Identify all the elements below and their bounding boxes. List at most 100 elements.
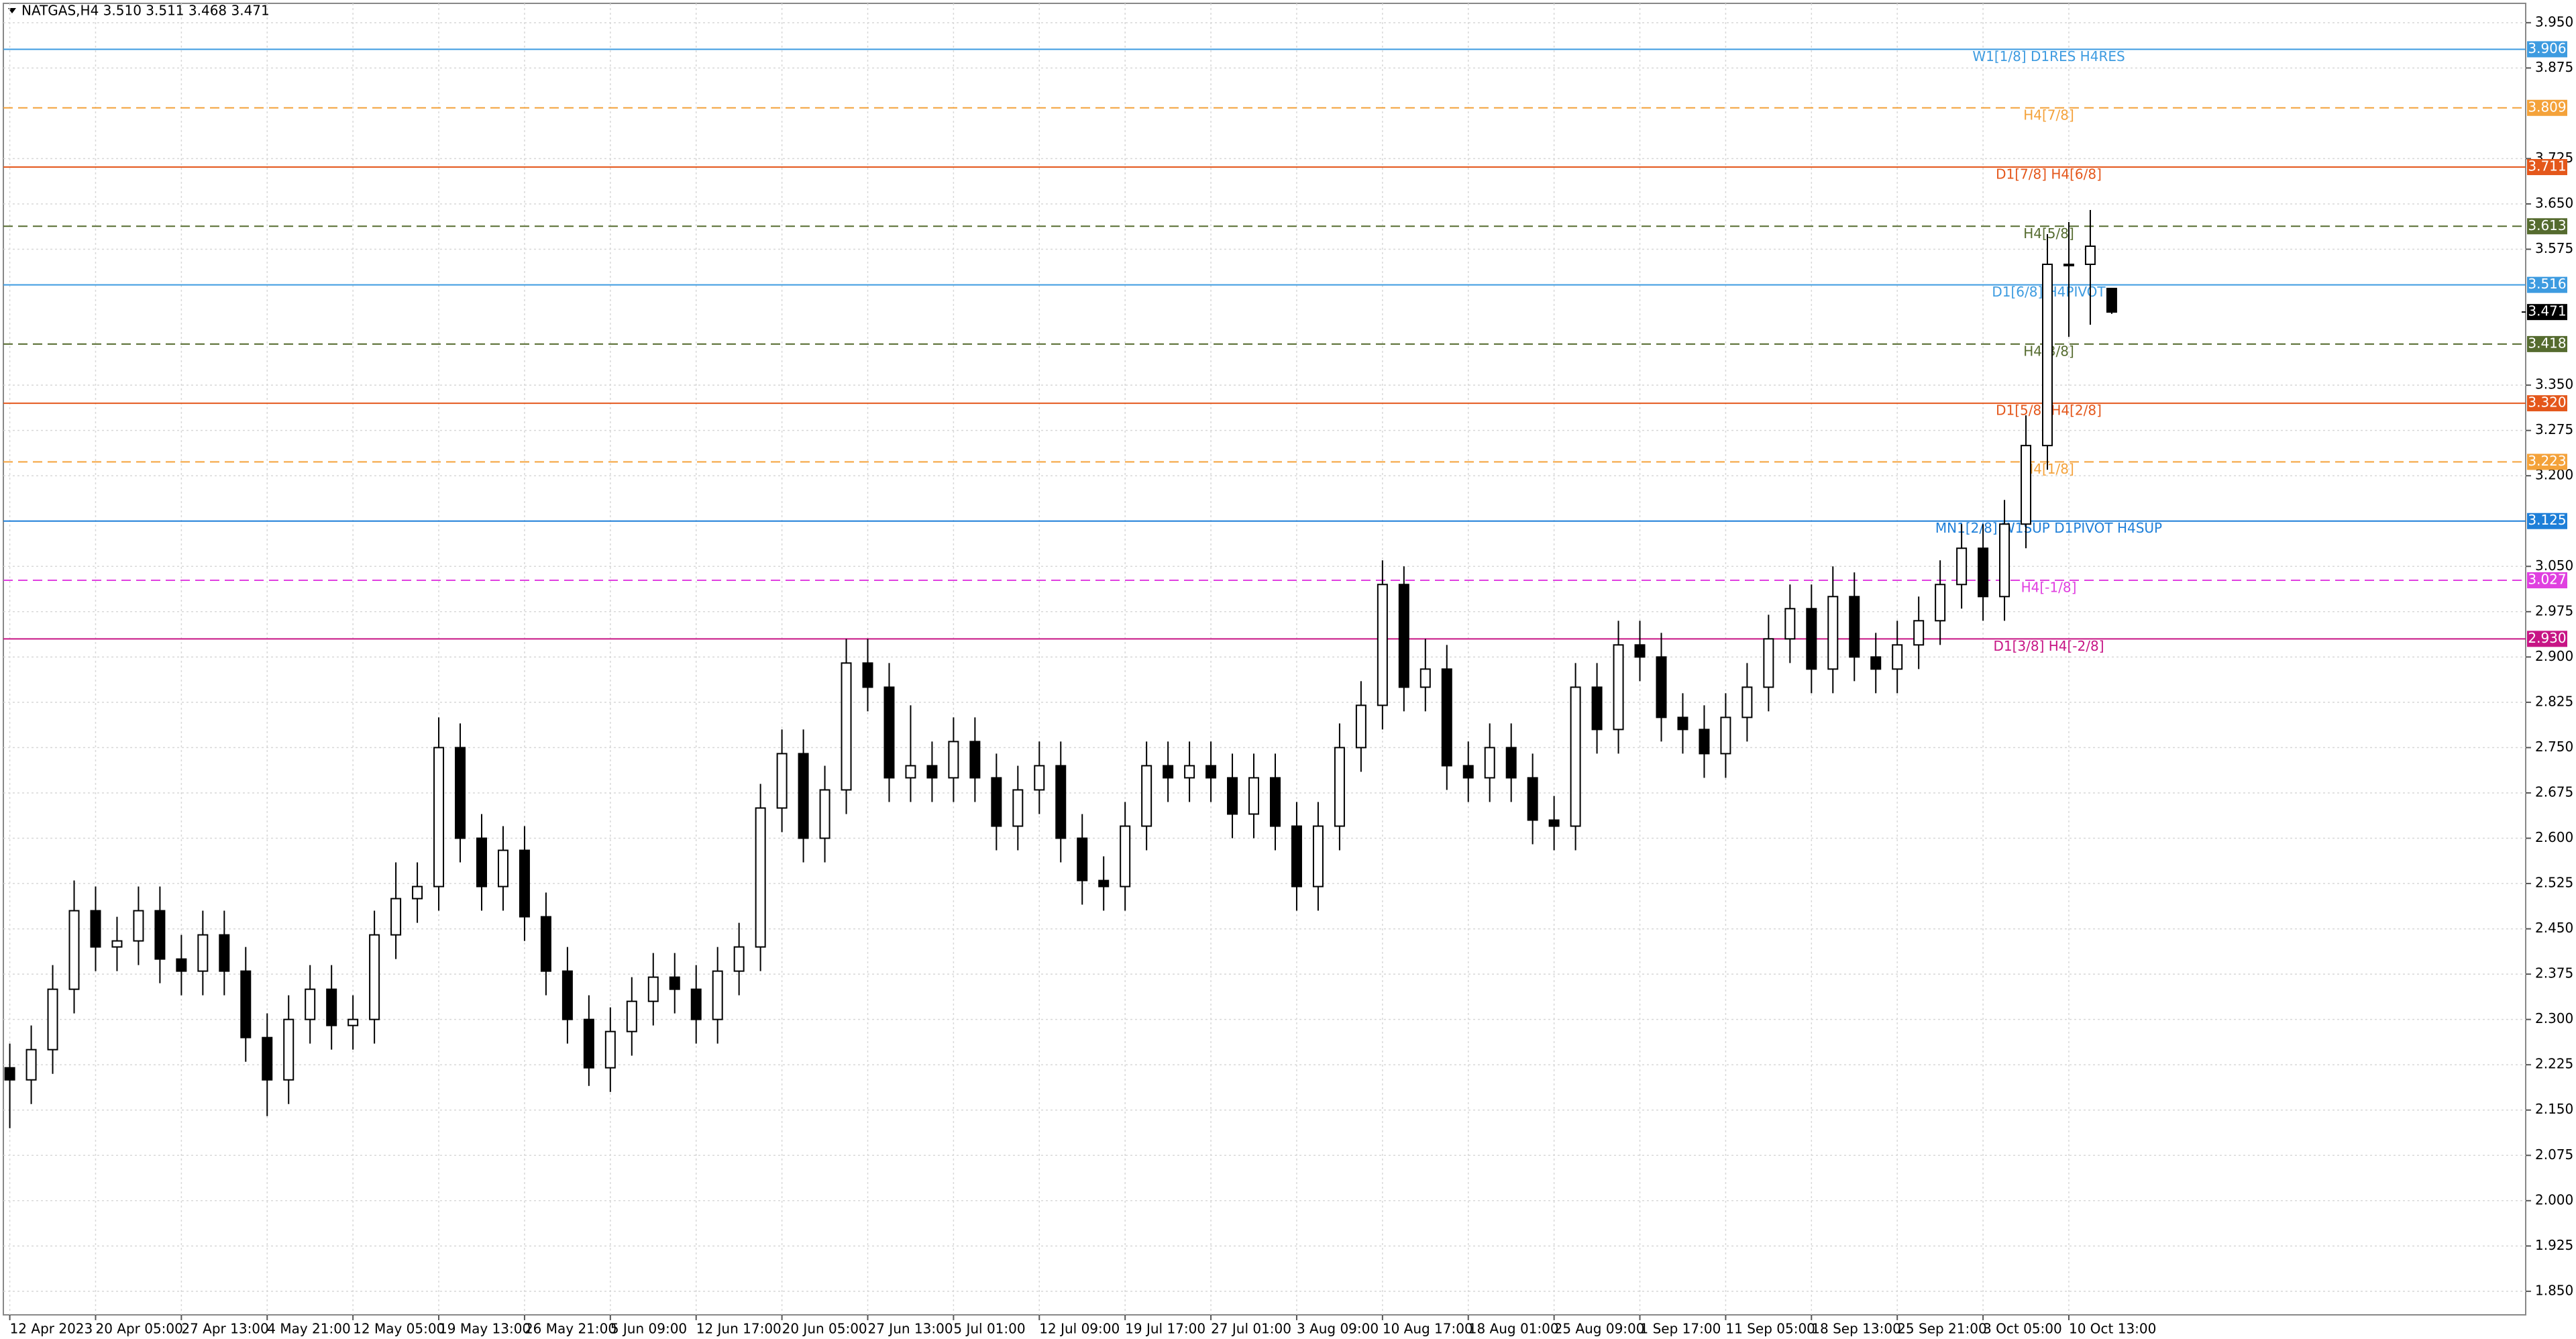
level-label: D1[7/8] H4[6/8] (1996, 166, 2102, 182)
y-tick-label: 1.850 (2535, 1282, 2573, 1298)
x-tick-label: 19 May 13:00 (439, 1321, 531, 1337)
candle-body (1656, 656, 1667, 718)
candle-body (412, 886, 423, 900)
candle-body (841, 662, 852, 791)
level-price-label: 3.418 (2528, 335, 2566, 351)
x-tick-label: 19 Jul 17:00 (1125, 1321, 1205, 1337)
candle-body (1634, 644, 1646, 658)
x-tick-label: 11 Sep 05:00 (1725, 1321, 1815, 1337)
x-tick-label: 1 Sep 17:00 (1640, 1321, 1721, 1337)
y-tick-label: 3.875 (2535, 59, 2573, 75)
level-price-box (2527, 631, 2567, 647)
y-tick-label: 2.825 (2535, 693, 2573, 709)
candle-body (905, 765, 916, 779)
candle-body (1355, 704, 1366, 749)
level-price-label: 3.027 (2528, 571, 2566, 587)
candle-body (111, 940, 123, 948)
candle-body (240, 970, 252, 1038)
y-tick-label: 3.050 (2535, 557, 2573, 574)
x-tick-label: 3 Aug 09:00 (1297, 1321, 1379, 1337)
level-label: D1[3/8] H4[-2/8] (1993, 638, 2104, 654)
candle-body (347, 1018, 359, 1026)
candle-body (1163, 765, 1174, 779)
level-price-box (2527, 513, 2567, 529)
level-price-box (2527, 395, 2567, 412)
candle-body (47, 988, 58, 1051)
candle-body (1484, 747, 1495, 779)
candle-body (1034, 765, 1045, 791)
candle-body (90, 910, 101, 948)
candle-body (1999, 523, 2010, 598)
y-tick-label: 2.000 (2535, 1191, 2573, 1208)
candle-body (1591, 686, 1603, 731)
candle-body (2084, 246, 2096, 266)
candle-body (1462, 765, 1474, 779)
candle-body (1613, 644, 1624, 731)
candle-body (68, 910, 80, 990)
level-price-label: 3.125 (2528, 512, 2566, 528)
candle-body (862, 662, 873, 688)
candle-body (390, 898, 402, 936)
candle-body (476, 837, 487, 888)
x-tick-label: 5 Jun 09:00 (610, 1321, 687, 1337)
y-tick-label: 2.675 (2535, 784, 2573, 800)
x-tick-label: 25 Sep 21:00 (1897, 1321, 1987, 1337)
level-price-box (2527, 99, 2567, 116)
plot-frame (3, 3, 2526, 1316)
candle-body (1892, 644, 1903, 670)
x-tick-label: 18 Aug 01:00 (1468, 1321, 1559, 1337)
x-tick-label: 12 Apr 2023 (10, 1321, 93, 1337)
candle-body (712, 970, 723, 1020)
candle-body (583, 1018, 594, 1069)
candle-body (1098, 879, 1110, 888)
candle-body (1248, 777, 1260, 815)
x-tick-label: 18 Sep 13:00 (1811, 1321, 1901, 1337)
candle-body (690, 988, 702, 1020)
level-price-box (2527, 335, 2567, 352)
last-price-box (2527, 304, 2567, 321)
level-label: H4[1/8] (2023, 461, 2074, 477)
candle-body (1763, 638, 1774, 688)
x-tick-label: 27 Jul 01:00 (1211, 1321, 1291, 1337)
candle-body (1419, 668, 1431, 688)
candle-body (197, 934, 209, 972)
candle-body (561, 970, 573, 1020)
candle-body (262, 1036, 273, 1081)
candle-body (1227, 777, 1238, 815)
level-price-label: 3.613 (2528, 217, 2566, 233)
level-price-box (2527, 572, 2567, 588)
candle-body (2063, 264, 2074, 267)
x-tick-label: 5 Jul 01:00 (953, 1321, 1025, 1337)
level-price-box (2527, 218, 2567, 235)
candle-body (1141, 765, 1152, 827)
candle-body (433, 747, 445, 888)
candle-body (1870, 656, 1882, 670)
level-price-label: 3.320 (2528, 394, 2566, 411)
candle-body (1699, 729, 1710, 755)
y-tick-label: 3.575 (2535, 240, 2573, 256)
candle-body (626, 1000, 637, 1032)
candle-body (1012, 789, 1024, 827)
x-tick-label: 10 Oct 13:00 (2069, 1321, 2156, 1337)
x-tick-label: 12 Jul 09:00 (1039, 1321, 1120, 1337)
candle-body (819, 789, 830, 839)
y-tick-label: 2.075 (2535, 1146, 2573, 1163)
y-tick-label: 2.225 (2535, 1056, 2573, 1072)
candle-body (1291, 825, 1302, 888)
x-tick-label: 27 Jun 13:00 (868, 1321, 953, 1337)
candle-body (1505, 747, 1517, 779)
level-price-label: 3.711 (2528, 158, 2566, 174)
candle-body (154, 910, 166, 960)
level-label: H4[7/8] (2023, 107, 2074, 123)
candle-body (4, 1067, 15, 1081)
x-tick-label: 25 Aug 09:00 (1554, 1321, 1645, 1337)
candle-body (1055, 765, 1067, 839)
level-price-label: 3.223 (2528, 453, 2566, 469)
candle-body (1205, 765, 1217, 779)
candle-body (1784, 608, 1796, 640)
candle-body (991, 777, 1002, 827)
level-price-box (2527, 159, 2567, 176)
candle-body (326, 988, 337, 1026)
candle-body (1570, 686, 1581, 827)
